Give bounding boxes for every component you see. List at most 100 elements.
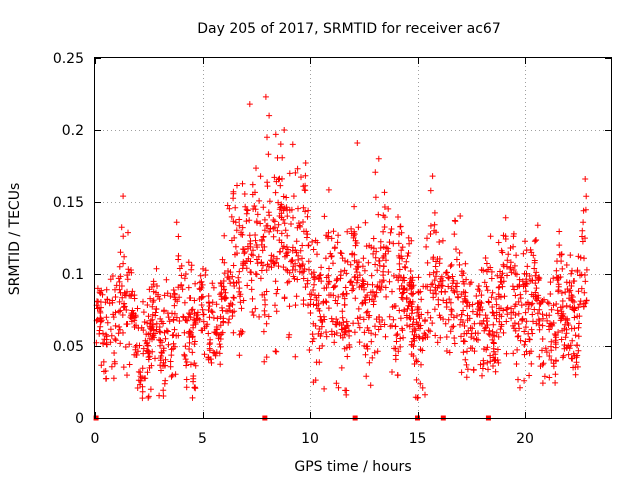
data-point (434, 339, 441, 346)
data-point (129, 313, 136, 320)
data-point (493, 329, 500, 336)
data-point (339, 291, 346, 298)
data-point (111, 358, 118, 365)
data-point (271, 218, 278, 225)
data-point (300, 183, 307, 190)
data-point (412, 327, 419, 334)
data-point (295, 205, 301, 212)
data-point (515, 376, 521, 383)
plot-frame (94, 57, 612, 419)
data-point (316, 307, 323, 314)
data-point (406, 299, 413, 306)
data-point (112, 322, 119, 329)
data-point (169, 372, 176, 379)
data-point (273, 178, 280, 185)
data-point (94, 285, 101, 292)
data-point (430, 294, 437, 301)
data-point (409, 283, 416, 290)
data-point (568, 283, 575, 289)
data-point (232, 204, 239, 211)
data-point (496, 293, 503, 300)
data-point (471, 320, 478, 327)
data-point (224, 202, 231, 209)
data-point (449, 273, 456, 280)
data-point (313, 297, 320, 304)
data-point (315, 330, 322, 337)
data-point (463, 361, 470, 368)
data-point (499, 270, 506, 277)
data-point (160, 308, 167, 315)
data-point (528, 326, 535, 333)
data-point (197, 272, 204, 279)
data-point (252, 305, 259, 312)
data-point (188, 266, 195, 273)
data-point (123, 307, 130, 313)
data-point (396, 272, 402, 279)
data-point (323, 333, 330, 340)
data-point (377, 245, 384, 251)
data-point (532, 272, 539, 279)
data-point (459, 272, 466, 279)
data-point (484, 359, 491, 366)
data-point (531, 265, 538, 272)
data-point (517, 337, 524, 344)
data-point (259, 247, 266, 254)
data-point (275, 263, 282, 270)
data-point (249, 295, 256, 302)
data-point (333, 380, 340, 387)
data-point (103, 341, 110, 348)
data-point (112, 294, 119, 300)
data-point (164, 290, 171, 297)
data-point (147, 386, 154, 393)
data-point (211, 350, 218, 357)
data-point (279, 175, 285, 182)
data-point (568, 355, 575, 362)
data-point (277, 141, 284, 148)
data-point (435, 296, 442, 303)
data-point (206, 300, 212, 306)
data-point (362, 294, 369, 301)
data-point (181, 352, 188, 359)
data-point (460, 349, 467, 356)
data-point (264, 183, 271, 190)
data-point (390, 272, 397, 279)
data-point (399, 290, 406, 297)
data-point (205, 330, 212, 337)
data-point (192, 362, 199, 369)
data-point (479, 372, 485, 379)
data-point (461, 330, 468, 337)
data-point (411, 361, 418, 367)
data-point (281, 294, 288, 301)
data-point (246, 217, 253, 224)
data-point (127, 293, 134, 299)
data-point (142, 375, 149, 382)
data-point (168, 352, 175, 359)
data-point (162, 335, 169, 342)
data-point (108, 363, 115, 370)
data-point (437, 278, 444, 285)
data-point (536, 353, 543, 360)
data-point (381, 189, 388, 196)
data-point (347, 261, 354, 268)
data-point (436, 312, 443, 319)
data-point (513, 252, 520, 259)
data-point (343, 270, 350, 277)
data-point (247, 240, 254, 247)
data-point (251, 203, 258, 209)
data-point (112, 337, 119, 344)
data-point (431, 306, 438, 313)
data-point (316, 272, 323, 279)
data-point (302, 208, 309, 215)
y-tick-label: 0.25 (53, 51, 84, 67)
data-point (294, 165, 301, 172)
data-point (124, 272, 131, 279)
data-point (274, 286, 281, 293)
data-point (374, 284, 380, 290)
data-point (510, 350, 517, 357)
data-point (167, 363, 174, 370)
data-point (385, 205, 392, 212)
data-point (219, 304, 225, 311)
data-point (430, 256, 437, 262)
data-point (448, 311, 455, 318)
data-point (139, 365, 146, 372)
